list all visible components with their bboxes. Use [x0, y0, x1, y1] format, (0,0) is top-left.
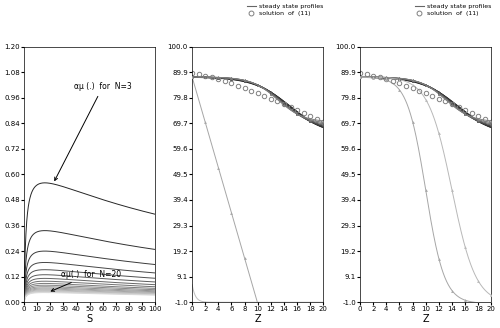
X-axis label: Z: Z — [422, 314, 429, 324]
X-axis label: S: S — [86, 314, 93, 324]
Text: αμ(.)  for  N=20: αμ(.) for N=20 — [52, 270, 121, 291]
Text: αμ (.)  for  N=3: αμ (.) for N=3 — [54, 82, 132, 180]
Legend: steady state profiles, solution  of  (11): steady state profiles, solution of (11) — [414, 4, 491, 16]
Legend: steady state profiles, solution  of  (11): steady state profiles, solution of (11) — [246, 4, 323, 16]
X-axis label: Z: Z — [254, 314, 261, 324]
